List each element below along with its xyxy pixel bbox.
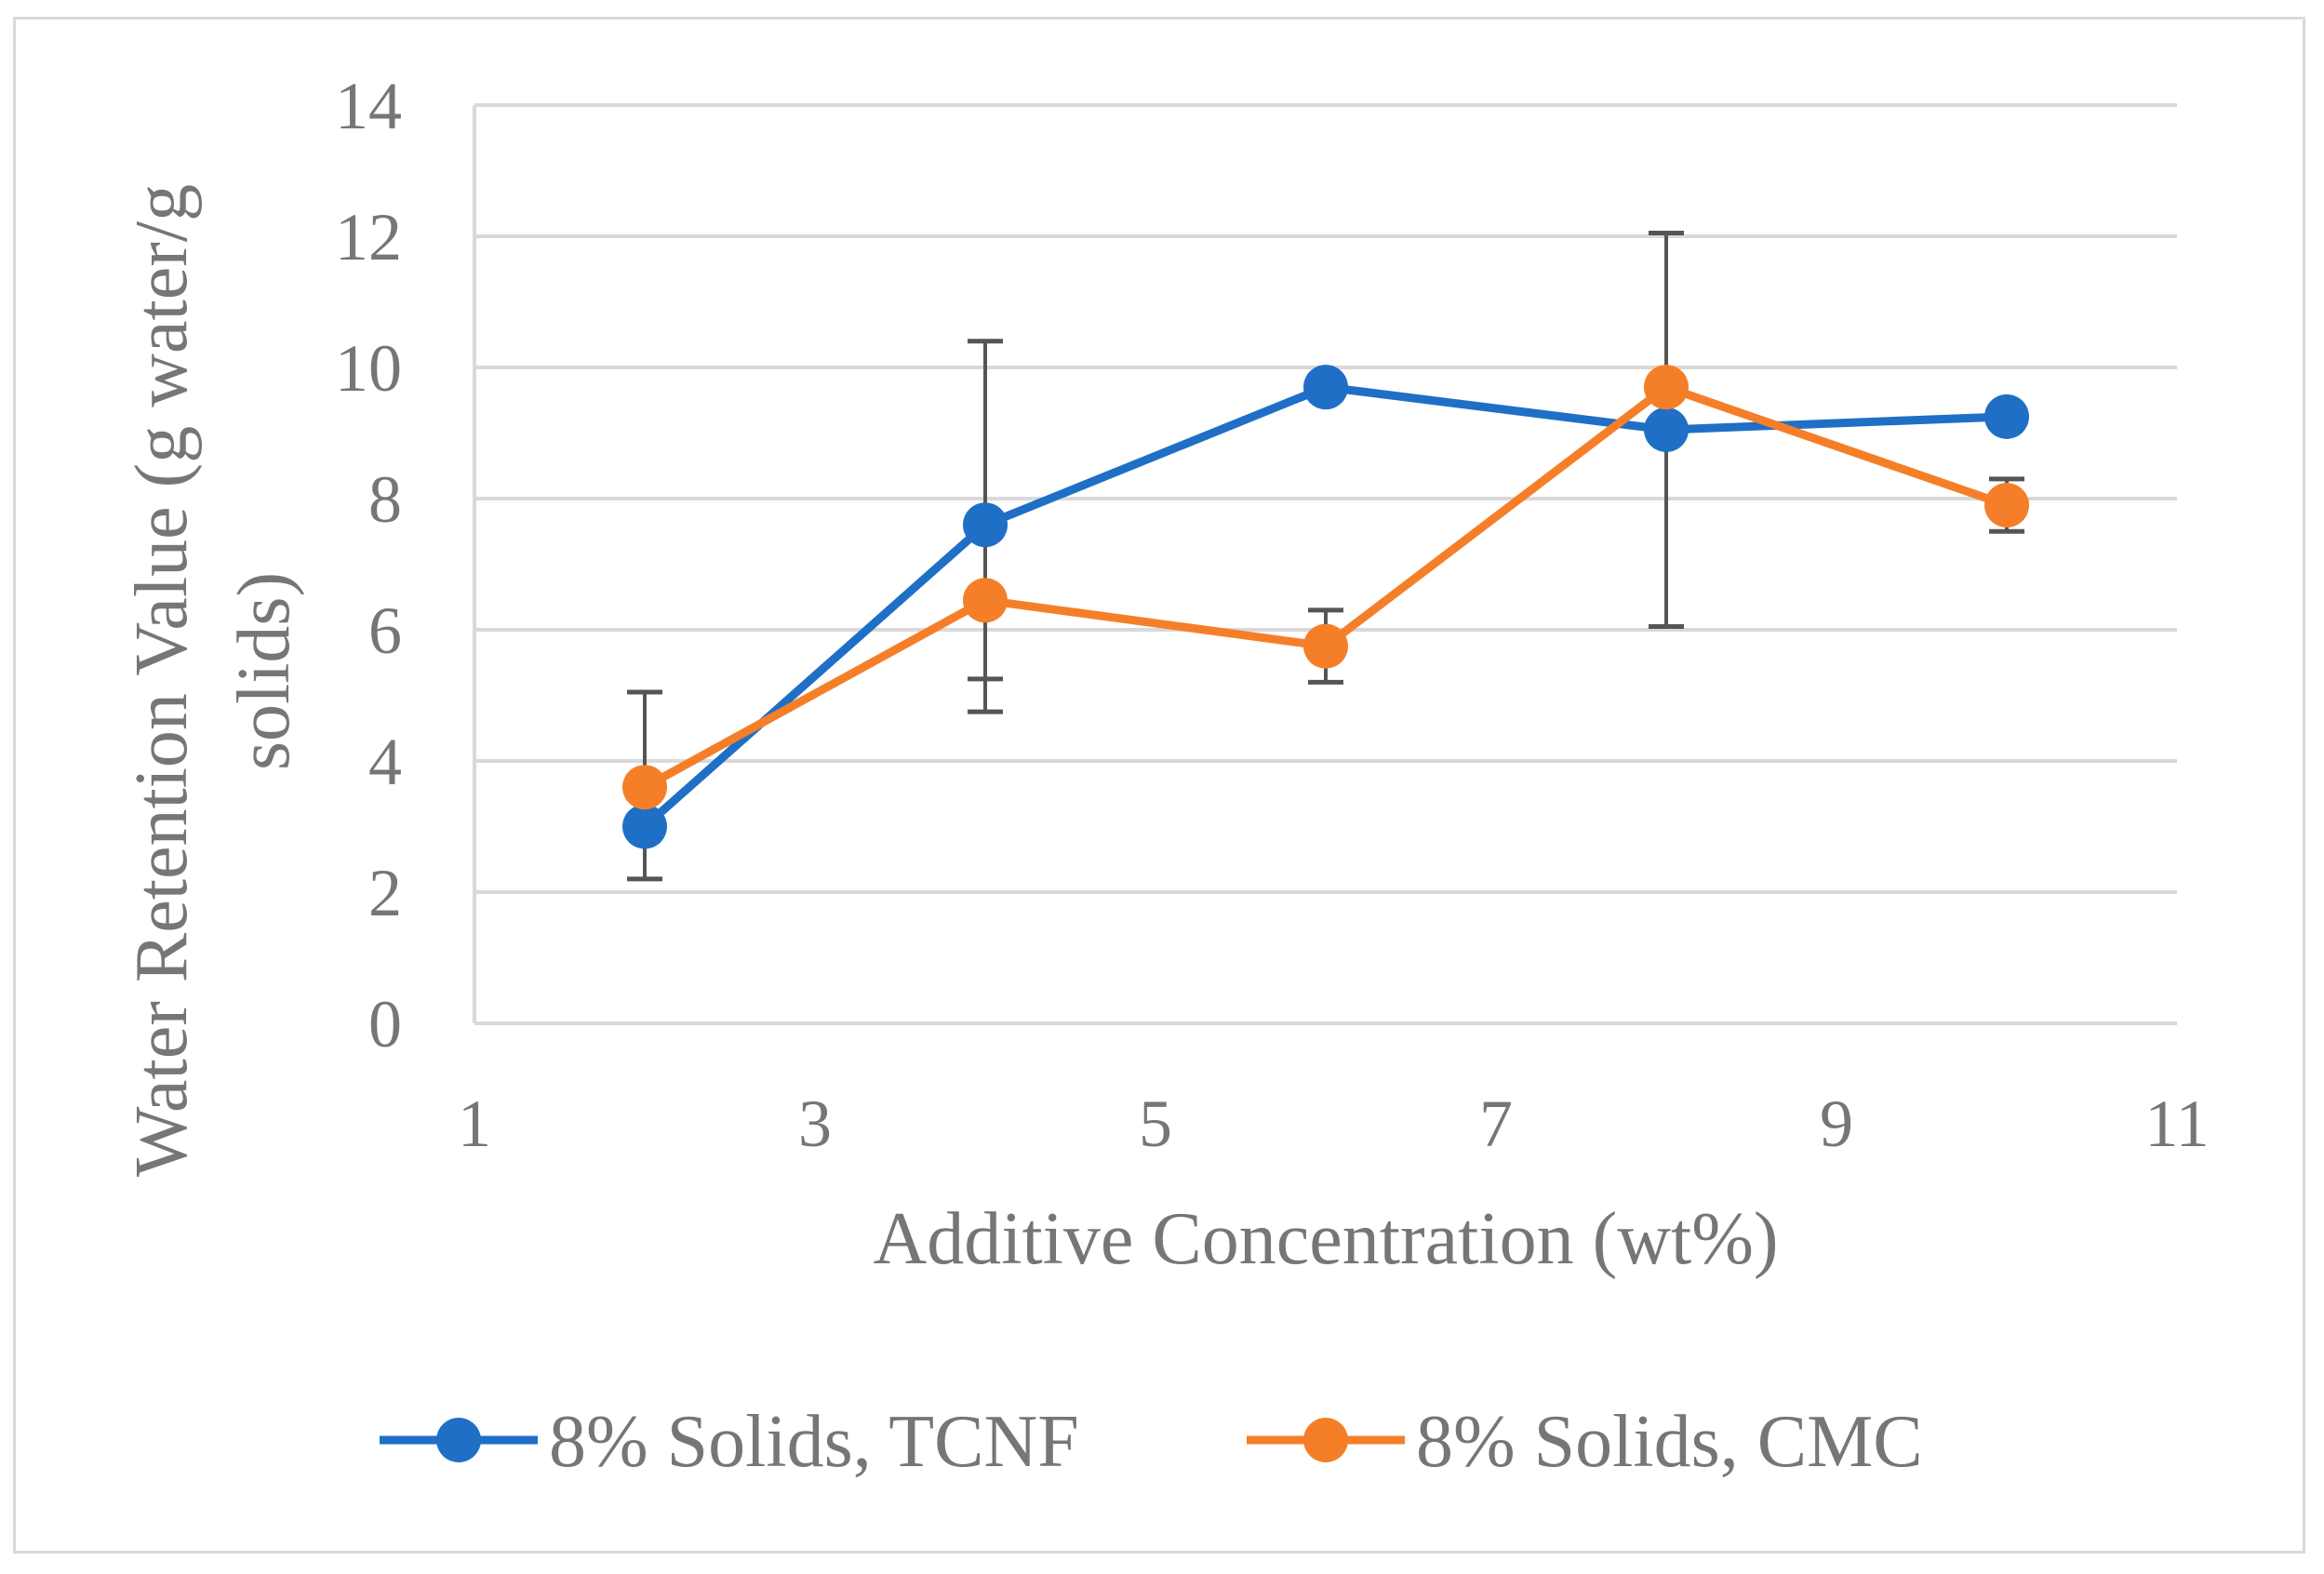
y-tick-label: 12 (335, 200, 402, 274)
legend-marker (1303, 1418, 1348, 1462)
data-point (1984, 394, 2029, 439)
data-point (622, 765, 667, 810)
y-axis-title-line-2: solids) (223, 572, 305, 770)
data-point (622, 804, 667, 849)
y-tick-label: 4 (368, 725, 402, 799)
series (622, 365, 2029, 849)
data-point (1303, 623, 1348, 669)
y-tick-label: 0 (368, 987, 402, 1061)
y-axis-title-line-1: Water Retention Value (g water/g (121, 184, 203, 1177)
x-tick-label: 7 (1479, 1087, 1513, 1161)
legend-label: 8% Solids, CMC (1416, 1401, 1923, 1483)
data-point (1644, 365, 1689, 410)
y-tick-label: 10 (335, 331, 402, 406)
tick-labels: 0 2 4 6 8 10 12 14 1 3 5 7 9 11 (335, 69, 2210, 1161)
legend-label: 8% Solids, TCNF (549, 1401, 1079, 1483)
series-line-2 (642, 382, 2009, 792)
y-axis-title: Water Retention Value (g water/g solids) (121, 166, 305, 1177)
x-axis-title: Additive Concentration (wt%) (873, 1198, 1778, 1280)
error-bars (627, 230, 2024, 882)
x-tick-label: 11 (2144, 1087, 2209, 1161)
legend: 8% Solids, TCNF 8% Solids, CMC (380, 1401, 1923, 1483)
gridlines (474, 103, 2177, 894)
y-tick-label: 14 (335, 69, 402, 143)
axes (473, 105, 2177, 1025)
x-tick-label: 1 (458, 1087, 491, 1161)
data-point (963, 578, 1008, 623)
chart-frame (13, 17, 2305, 1554)
y-tick-label: 6 (368, 594, 402, 668)
data-point (1644, 407, 1689, 452)
y-tick-label: 8 (368, 462, 402, 537)
data-point (1303, 365, 1348, 410)
x-tick-label: 3 (798, 1087, 832, 1161)
data-point (963, 502, 1008, 548)
data-point (1984, 483, 2029, 528)
y-tick-label: 2 (368, 856, 402, 930)
legend-marker (436, 1418, 481, 1462)
x-tick-label: 5 (1139, 1087, 1172, 1161)
x-tick-label: 9 (1820, 1087, 1853, 1161)
